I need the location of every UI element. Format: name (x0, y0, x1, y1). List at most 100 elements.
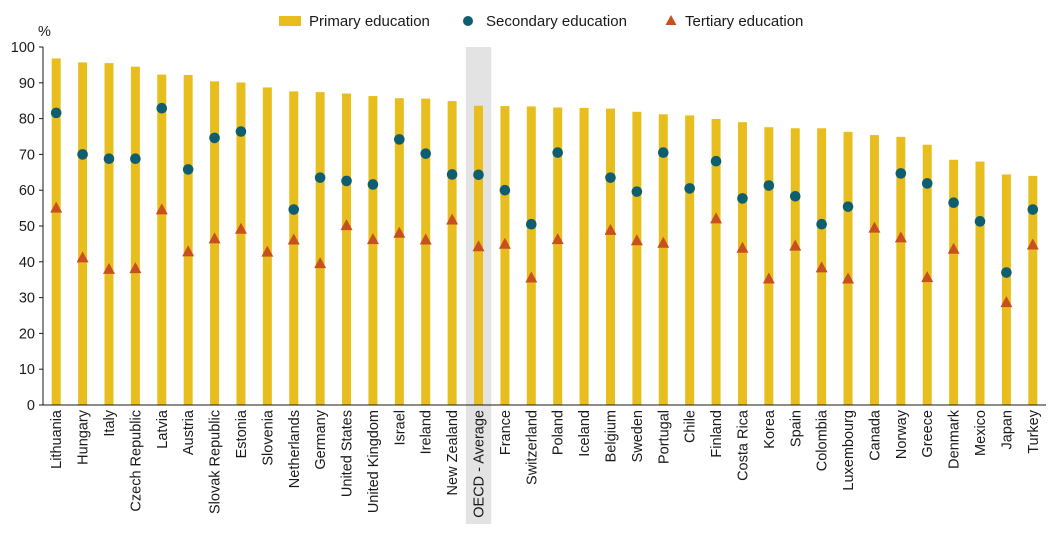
point-tertiary-belgium (604, 223, 617, 235)
tertiary-markers (50, 201, 1039, 308)
x-tick-label-lithuania: Lithuania (49, 409, 65, 469)
point-secondary-norway (895, 168, 907, 179)
point-secondary-spain (789, 190, 801, 202)
point-secondary-united-states (341, 175, 352, 187)
point-tertiary-denmark (947, 242, 960, 254)
point-secondary-chile (684, 183, 695, 194)
point-tertiary-japan (1000, 296, 1013, 308)
x-tick-label-slovak-republic: Slovak Republic (208, 410, 224, 514)
x-tick-label-costa-rica: Costa Rica (735, 409, 751, 481)
y-tick-label: 10 (19, 362, 35, 378)
x-tick-label-greece: Greece (920, 410, 936, 458)
point-tertiary-sweden (630, 234, 643, 246)
x-tick-label-czech-republic: Czech Republic (128, 410, 144, 512)
point-secondary-latvia (156, 102, 168, 114)
point-secondary-luxembourg (842, 201, 854, 212)
point-tertiary-italy (102, 262, 115, 274)
point-tertiary-turkey (1026, 238, 1039, 250)
point-secondary-france (499, 184, 511, 196)
y-axis: 0 10 20 30 40 50 60 70 80 90 100 (11, 40, 44, 414)
y-tick-label: 80 (19, 112, 35, 128)
legend-label-primary-education: Primary education (309, 13, 430, 30)
point-secondary-new-zealand (446, 169, 458, 180)
point-tertiary-costa-rica (736, 241, 749, 253)
point-secondary-estonia (235, 126, 247, 137)
bar-primary-czech-republic (130, 66, 140, 405)
point-secondary-oecd-average (473, 169, 484, 181)
y-tick-label: 60 (19, 183, 35, 199)
point-secondary-netherlands (288, 204, 300, 215)
point-tertiary-france (498, 237, 511, 249)
point-tertiary-luxembourg (842, 272, 855, 284)
x-tick-label-estonia: Estonia (234, 409, 250, 458)
bar-primary-sweden (632, 111, 642, 405)
point-secondary-slovak-republic (209, 132, 220, 144)
bar-primary-korea (764, 127, 774, 405)
x-tick-label-luxembourg: Luxembourg (841, 410, 857, 491)
x-tick-label-korea: Korea (762, 409, 778, 449)
point-tertiary-netherlands (287, 233, 300, 245)
bar-primary-turkey (1028, 175, 1038, 405)
x-tick-label-netherlands: Netherlands (287, 410, 303, 488)
legend-label-tertiary-education: Tertiary education (685, 13, 803, 30)
x-tick-label-chile: Chile (683, 410, 699, 443)
bar-primary-switzerland (526, 106, 536, 405)
bar-primary-austria (183, 74, 193, 405)
point-tertiary-finland (710, 212, 723, 224)
point-tertiary-portugal (657, 236, 670, 248)
x-tick-label-ireland: Ireland (419, 410, 435, 454)
point-secondary-italy (103, 153, 115, 164)
point-tertiary-israel (393, 226, 406, 238)
point-secondary-lithuania (50, 107, 62, 119)
x-tick-label-norway: Norway (894, 409, 910, 459)
point-tertiary-hungary (76, 251, 89, 263)
point-tertiary-czech-republic (129, 262, 142, 274)
point-secondary-finland (710, 155, 722, 167)
x-tick-label-iceland: Iceland (577, 410, 593, 457)
x-tick-label-finland: Finland (709, 410, 725, 458)
x-tick-label-italy: Italy (102, 409, 118, 436)
x-tick-label-mexico: Mexico (973, 410, 989, 456)
x-tick-label-canada: Canada (867, 409, 883, 461)
point-secondary-poland (552, 147, 563, 158)
bar-primary-netherlands (289, 91, 299, 405)
bar-primary-belgium (605, 108, 615, 406)
legend-swatch-tertiary-education (665, 15, 677, 25)
point-secondary-ireland (420, 148, 432, 159)
bar-primary-oecd-average (474, 105, 484, 405)
x-tick-label-latvia: Latvia (155, 409, 171, 449)
x-tick-label-colombia: Colombia (815, 409, 831, 471)
bar-primary-united-states (342, 93, 352, 405)
x-tick-label-belgium: Belgium (603, 410, 619, 462)
bar-primary-portugal (658, 114, 668, 405)
point-secondary-united-kingdom (367, 179, 379, 190)
secondary-markers (50, 102, 1039, 278)
bar-primary-poland (553, 107, 563, 405)
legend: Primary education Secondary education Tert… (279, 13, 803, 30)
x-tick-label-japan: Japan (999, 410, 1015, 450)
legend-swatch-primary-education (279, 16, 301, 26)
x-tick-label-poland: Poland (551, 410, 567, 455)
point-tertiary-united-states (340, 219, 353, 231)
point-tertiary-latvia (155, 203, 168, 215)
point-tertiary-slovak-republic (208, 232, 221, 244)
bar-primary-estonia (236, 82, 246, 405)
bar-primary-mexico (975, 161, 985, 405)
x-tick-label-oecd-average: OECD - Average (472, 410, 488, 518)
x-tick-label-france: France (498, 410, 514, 455)
x-tick-label-germany: Germany (313, 409, 329, 469)
x-tick-label-turkey: Turkey (1026, 409, 1042, 454)
point-tertiary-austria (182, 245, 195, 257)
point-tertiary-switzerland (525, 271, 538, 283)
bar-primary-chile (685, 115, 695, 406)
point-tertiary-ireland (419, 233, 432, 245)
x-tick-label-sweden: Sweden (630, 410, 646, 462)
x-tick-label-portugal: Portugal (656, 410, 672, 464)
y-tick-label: 0 (27, 398, 35, 414)
point-secondary-portugal (657, 147, 669, 158)
point-secondary-greece (921, 178, 933, 189)
point-secondary-israel (394, 134, 405, 145)
point-tertiary-norway (894, 231, 907, 243)
